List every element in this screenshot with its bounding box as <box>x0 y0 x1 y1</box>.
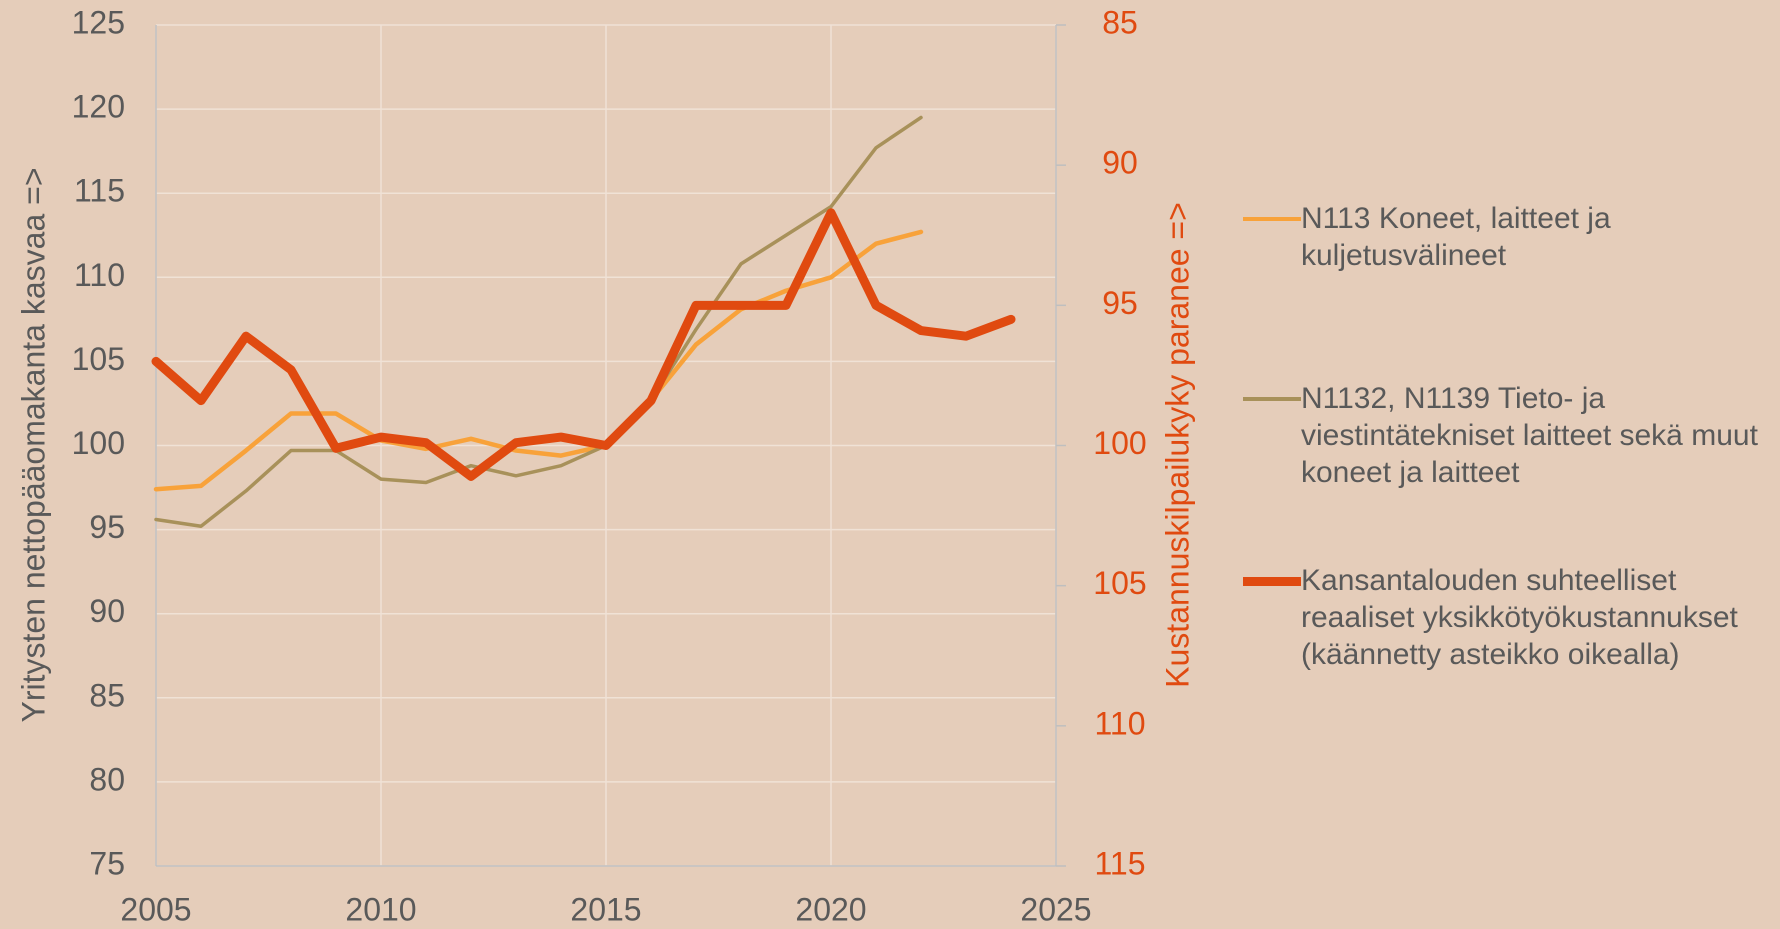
legend-entry: Kansantalouden suhteelliset reaaliset yk… <box>1243 562 1778 673</box>
y-tick-label: 120 <box>72 89 125 125</box>
y-tick-label: 75 <box>89 845 125 881</box>
legend-entry: N1132, N1139 Tieto- ja viestintätekniset… <box>1243 380 1778 491</box>
y-tick-label: 115 <box>74 173 125 209</box>
y-tick-label: 105 <box>72 341 125 377</box>
line-series <box>151 208 1016 481</box>
y2-tick-label: 105 <box>1093 565 1146 601</box>
legend-swatch <box>1243 216 1301 222</box>
y2-tick-label: 110 <box>1094 705 1145 741</box>
y2-tick-label: 85 <box>1102 4 1138 40</box>
legend-label: N1132, N1139 Tieto- ja viestintätekniset… <box>1301 382 1758 489</box>
y2-tick-label: 100 <box>1093 425 1146 461</box>
line-series <box>154 115 923 528</box>
y-tick-label: 80 <box>89 761 125 797</box>
y-tick-label: 110 <box>74 257 125 293</box>
legend-label: N113 Koneet, laitteet ja kuljetusvälinee… <box>1301 202 1611 272</box>
legend-swatch <box>1243 576 1301 586</box>
legend-entry: N113 Koneet, laitteet ja kuljetusvälinee… <box>1243 200 1778 274</box>
legend-label: Kansantalouden suhteelliset reaaliset yk… <box>1301 564 1738 671</box>
x-tick-label: 2005 <box>120 891 191 927</box>
x-tick-label: 2015 <box>570 891 641 927</box>
y-tick-label: 95 <box>89 509 125 545</box>
y2-tick-label: 90 <box>1102 145 1138 181</box>
y2-tick-label: 95 <box>1102 285 1138 321</box>
y2-tick-label: 115 <box>1094 845 1145 881</box>
x-tick-label: 2025 <box>1020 891 1091 927</box>
y-tick-label: 125 <box>72 4 125 40</box>
y-tick-label: 90 <box>89 593 125 629</box>
x-tick-label: 2010 <box>345 891 416 927</box>
x-tick-label: 2020 <box>795 891 866 927</box>
legend-swatch <box>1243 397 1301 401</box>
y-tick-label: 100 <box>72 425 125 461</box>
y2-axis-label: Kustannuskilpailukyky paranee => <box>1159 202 1195 688</box>
y-axis-label: Yritysten nettopääomakanta kasvaa => <box>15 167 51 722</box>
y-tick-label: 85 <box>89 677 125 713</box>
